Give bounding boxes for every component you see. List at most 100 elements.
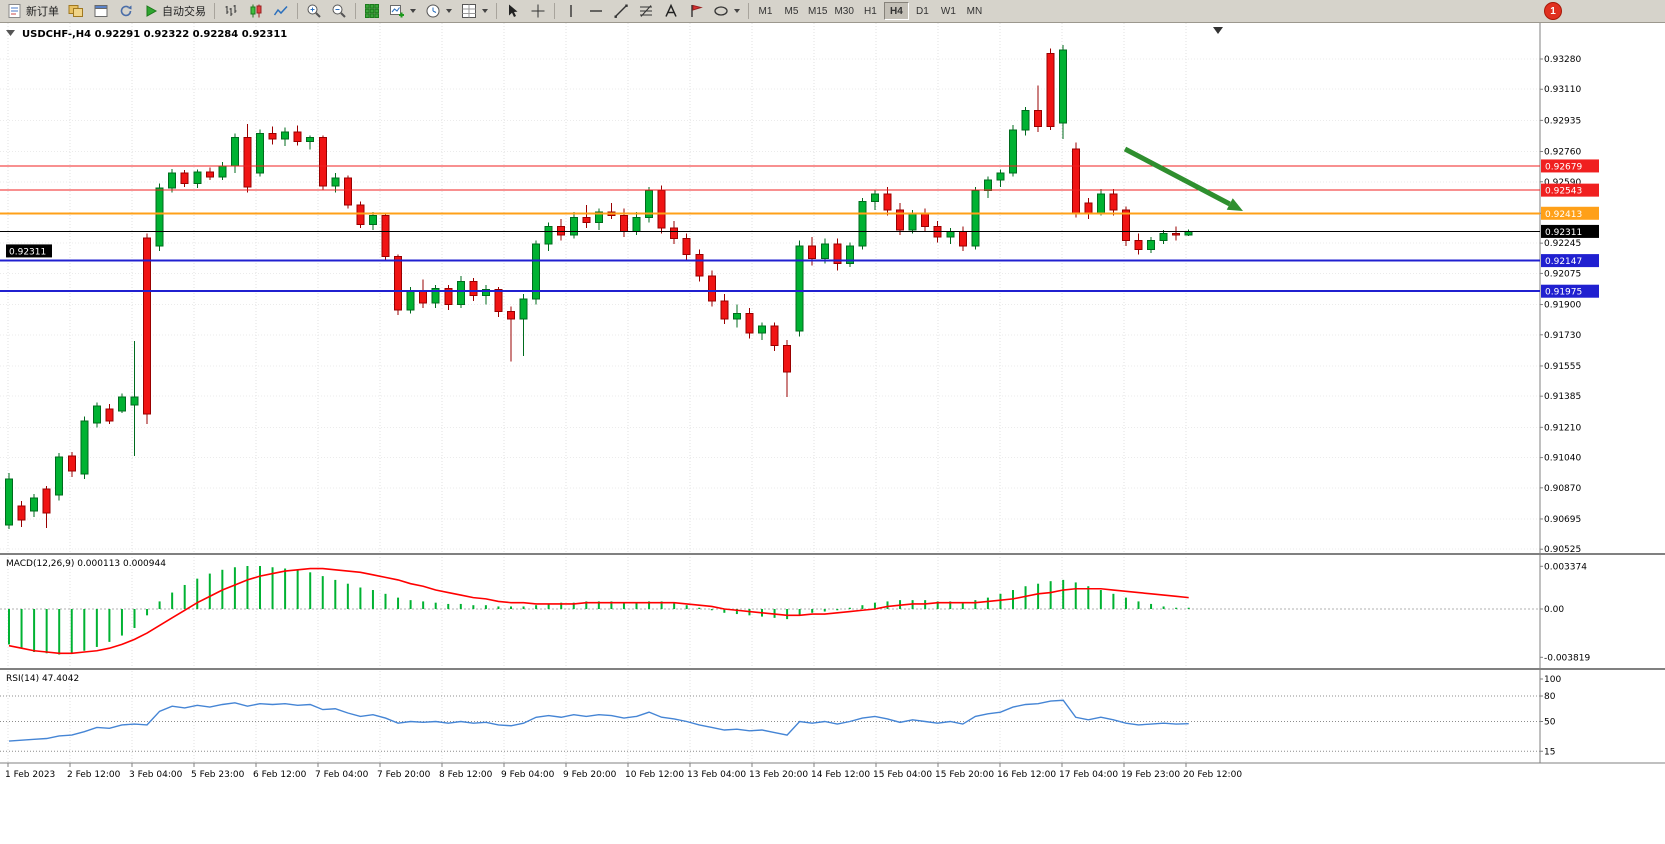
fibonacci-icon [640, 5, 652, 17]
time-tick-label: 15 Feb 04:00 [873, 770, 932, 780]
price-tick-label: 0.91555 [1544, 362, 1581, 372]
price-tick-label: 0.92935 [1544, 116, 1581, 126]
zoom-in-button[interactable] [302, 1, 326, 21]
text-tool-button[interactable] [659, 1, 683, 21]
timeframe-m5[interactable]: M5 [779, 2, 804, 20]
shapes-tool-button[interactable] [709, 1, 744, 21]
price-tick-label: 0.91040 [1544, 454, 1581, 464]
timeframe-m1[interactable]: M1 [753, 2, 778, 20]
time-tick-label: 9 Feb 20:00 [563, 770, 617, 780]
candle-body [808, 245, 817, 259]
crosshair-tool-button[interactable] [526, 1, 550, 21]
candle-body [795, 245, 804, 332]
new-order-button[interactable]: 新订单 [3, 1, 63, 21]
new-chart-button[interactable] [385, 1, 420, 21]
candle-body [218, 165, 227, 178]
timeframe-h4[interactable]: H4 [883, 2, 909, 20]
bar-chart-mode-button[interactable] [219, 1, 243, 21]
price-level-box-label: 0.92147 [1545, 257, 1582, 267]
candle-body [682, 238, 691, 256]
line-chart-mode-button[interactable] [269, 1, 293, 21]
timeframe-label: M15 [808, 5, 828, 17]
timeframe-m15[interactable]: M15 [805, 2, 830, 20]
candle-body [745, 312, 754, 334]
crosshair-icon [531, 4, 545, 18]
candle-body [117, 396, 126, 412]
price-tick-label: 0.92760 [1544, 148, 1581, 158]
price-level-box-label: 0.92311 [1545, 228, 1582, 238]
timeframe-d1[interactable]: D1 [910, 2, 935, 20]
candle-body [381, 215, 390, 258]
candle-body [1134, 239, 1143, 250]
timeframe-h1[interactable]: H1 [858, 2, 883, 20]
tile-windows-button[interactable] [89, 1, 113, 21]
vertical-line-icon [570, 5, 572, 17]
candle-body [1009, 129, 1017, 174]
candle-body [845, 245, 854, 265]
candle-body [758, 325, 766, 334]
autotrading-button[interactable]: 自动交易 [139, 1, 210, 21]
candle-body [42, 488, 51, 514]
time-tick-label: 16 Feb 12:00 [997, 770, 1056, 780]
candle-body [1034, 110, 1043, 128]
price-axis[interactable]: 0.93280 0.93110 0.92935 0.92760 0.92590 0.924… [1539, 23, 1581, 763]
cursor-tool-button[interactable] [501, 1, 525, 21]
timeframe-label: H1 [864, 5, 877, 17]
label-tool-button[interactable] [684, 1, 708, 21]
candle-body [870, 193, 879, 202]
chevron-down-icon [734, 9, 740, 13]
candle-body [356, 204, 365, 225]
time-axis[interactable]: 1 Feb 2023 2 Feb 12:00 3 Feb 04:00 5 Feb 23… [5, 763, 1242, 780]
chart-canvas[interactable]: 0.93280 0.93110 0.92935 0.92760 0.92590 0.924… [0, 23, 1665, 839]
time-tick-label: 2 Feb 12:00 [67, 770, 121, 780]
candle-body [1084, 202, 1093, 215]
time-tick-label: 13 Feb 20:00 [749, 770, 808, 780]
horizontal-line-tool-button[interactable] [584, 1, 608, 21]
timeframe-m30[interactable]: M30 [831, 2, 856, 20]
candle-body [594, 211, 603, 224]
horizontal-lines[interactable]: 0.92679 0.92543 0.92413 0.92311 0.92311 0.921… [0, 159, 1599, 298]
candle-body [331, 177, 340, 187]
price-tick-label: 0.91210 [1544, 423, 1581, 433]
candle-body [883, 193, 892, 211]
templates-button[interactable] [457, 1, 492, 21]
candle-body [707, 275, 716, 302]
timeframe-w1[interactable]: W1 [936, 2, 961, 20]
fibonacci-tool-button[interactable] [634, 1, 658, 21]
shift-end-marker[interactable] [1213, 27, 1223, 34]
periods-button[interactable] [421, 1, 456, 21]
one-click-trading-toggle[interactable] [6, 30, 15, 36]
candle-body [268, 132, 277, 140]
toolbar-separator [214, 3, 215, 19]
trendline-tool-button[interactable] [609, 1, 633, 21]
charts-stack-button[interactable] [64, 1, 88, 21]
candle-body [820, 243, 829, 259]
indicators-button[interactable] [360, 1, 384, 21]
time-tick-label: 10 Feb 12:00 [625, 770, 684, 780]
candle-body [5, 478, 13, 526]
candle-body [394, 256, 403, 311]
candle-body [1109, 193, 1118, 211]
notification-badge[interactable]: 1 [1544, 2, 1562, 20]
candle-body [783, 344, 792, 373]
candle-body [858, 200, 867, 247]
candle-body [544, 225, 553, 245]
candle-body [971, 190, 980, 247]
price-level-box [1541, 254, 1599, 268]
zoom-out-button[interactable] [327, 1, 351, 21]
panel-separators[interactable] [0, 553, 1665, 764]
price-level-box [1541, 206, 1599, 220]
time-tick-label: 7 Feb 04:00 [315, 770, 369, 780]
refresh-button[interactable] [114, 1, 138, 21]
price-tick-label: 0.91900 [1544, 301, 1581, 311]
candlestick-mode-button[interactable] [244, 1, 268, 21]
timeframe-mn[interactable]: MN [962, 2, 987, 20]
time-tick-label: 15 Feb 20:00 [935, 770, 994, 780]
trend-arrow[interactable] [1123, 146, 1243, 211]
vertical-line-tool-button[interactable] [559, 1, 583, 21]
candle-body [958, 231, 967, 247]
grid [0, 23, 1540, 763]
macd-axis-label: -0.003819 [1544, 653, 1590, 663]
autotrade-play-icon [146, 5, 158, 17]
